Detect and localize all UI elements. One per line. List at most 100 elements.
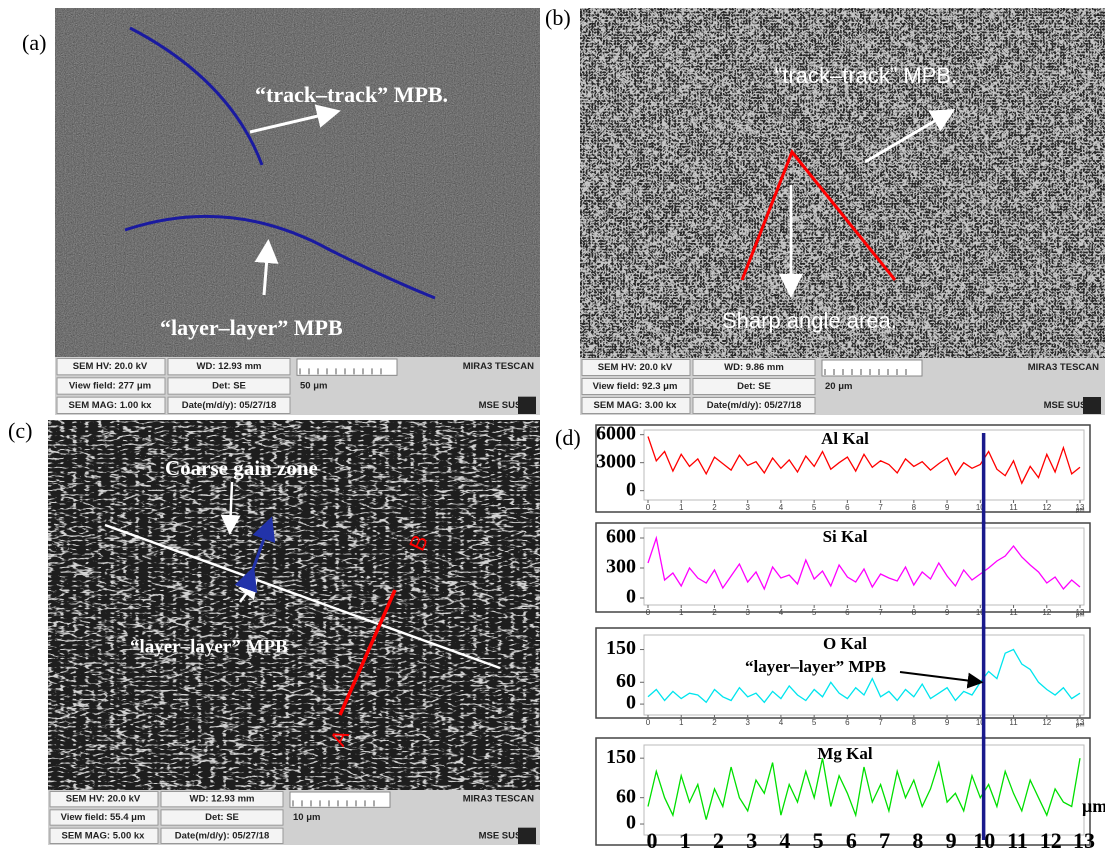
info-text: SEM HV: 20.0 kV xyxy=(66,794,141,805)
x-tick-label: 8 xyxy=(912,718,917,727)
panel-label: (d) xyxy=(555,425,581,450)
info-text: View field: 92.3 μm xyxy=(593,381,678,392)
info-text: MIRA3 TESCAN xyxy=(1028,362,1099,373)
panel-label: (a) xyxy=(22,30,46,55)
x-axis-label: μm xyxy=(1076,723,1084,729)
annotation: “layer–layer” MPB xyxy=(130,636,288,657)
x-tick-label: 7 xyxy=(879,828,890,852)
x-tick-label: 11 xyxy=(1007,828,1028,852)
x-axis-label: μm xyxy=(1076,508,1084,514)
y-tick-label: 0 xyxy=(626,586,636,608)
chart-title: Si Kal xyxy=(823,527,868,546)
chart-title: O Kal xyxy=(823,634,867,653)
x-tick-label: 2 xyxy=(712,608,717,617)
annotation: Coarse gain zone xyxy=(165,456,318,480)
y-tick-label: 0 xyxy=(626,692,636,714)
annotation: Sharp angle area. xyxy=(722,308,897,333)
info-cell xyxy=(297,359,397,375)
x-tick-label: 5 xyxy=(812,718,817,727)
info-text: Det: SE xyxy=(205,812,239,823)
annotation: “track–track” MPB. xyxy=(775,63,957,88)
x-tick-label: 0 xyxy=(646,718,651,727)
x-tick-label: 12 xyxy=(1042,718,1051,727)
x-tick-label: 7 xyxy=(878,718,883,727)
x-axis-label: μm xyxy=(1082,796,1105,816)
x-tick-label: 6 xyxy=(846,828,857,852)
x-tick-label: 1 xyxy=(679,718,684,727)
x-tick-label: 12 xyxy=(1042,503,1051,512)
info-text: 20 μm xyxy=(825,381,852,392)
x-tick-label: 1 xyxy=(679,608,684,617)
info-text: Date(m/d/y): 05/27/18 xyxy=(182,400,277,411)
info-text: WD: 12.93 mm xyxy=(190,794,255,805)
x-tick-label: 11 xyxy=(1009,503,1018,512)
x-tick-label: 7 xyxy=(878,608,883,617)
panel-label: (c) xyxy=(8,418,32,443)
y-tick-label: 6000 xyxy=(596,422,636,444)
info-text: SEM MAG: 1.00 kx xyxy=(69,400,153,411)
y-tick-label: 60 xyxy=(616,670,636,692)
y-tick-label: 3000 xyxy=(596,450,636,472)
info-text: Date(m/d/y): 05/27/18 xyxy=(707,400,802,411)
logo xyxy=(1083,397,1101,414)
x-tick-label: 13 xyxy=(1073,828,1095,852)
annotation: “track–track” MPB. xyxy=(255,82,448,107)
x-axis-label: μm xyxy=(1076,613,1084,619)
annotation: “layer–layer” MPB xyxy=(160,315,343,340)
x-tick-label: 2 xyxy=(713,828,724,852)
x-tick-label: 5 xyxy=(812,503,817,512)
x-tick-label: 5 xyxy=(812,608,817,617)
sem-texture xyxy=(580,8,1105,358)
x-tick-label: 1 xyxy=(680,828,691,852)
x-tick-label: 2 xyxy=(712,718,717,727)
x-tick-label: 4 xyxy=(779,503,784,512)
info-text: WD: 9.86 mm xyxy=(724,362,784,373)
y-tick-label: 0 xyxy=(626,478,636,500)
y-tick-label: 150 xyxy=(606,637,636,659)
info-text: SEM MAG: 3.00 kx xyxy=(594,400,678,411)
x-tick-label: 4 xyxy=(779,828,790,852)
x-tick-label: 6 xyxy=(845,718,850,727)
x-tick-label: 8 xyxy=(912,503,917,512)
x-tick-label: 9 xyxy=(945,608,950,617)
info-text: SEM MAG: 5.00 kx xyxy=(62,830,146,841)
info-text: SEM HV: 20.0 kV xyxy=(73,361,148,372)
x-tick-label: 3 xyxy=(745,718,750,727)
x-tick-label: 9 xyxy=(945,503,950,512)
x-tick-label: 11 xyxy=(1009,608,1018,617)
info-cell xyxy=(822,360,922,376)
info-text: View field: 277 μm xyxy=(69,381,151,392)
panel-label: (b) xyxy=(545,5,571,30)
x-tick-label: 4 xyxy=(779,608,784,617)
x-tick-label: 3 xyxy=(745,503,750,512)
x-tick-label: 8 xyxy=(912,828,923,852)
sem-texture xyxy=(55,8,540,357)
x-tick-label: 9 xyxy=(946,828,957,852)
info-text: Det: SE xyxy=(212,381,246,392)
x-tick-label: 8 xyxy=(912,608,917,617)
x-tick-label: 11 xyxy=(1009,718,1018,727)
x-tick-label: 12 xyxy=(1042,608,1051,617)
y-tick-label: 150 xyxy=(606,746,636,768)
info-text: WD: 12.93 mm xyxy=(197,361,262,372)
x-tick-label: 0 xyxy=(646,608,651,617)
figure: 030006000012345678910111213μmAl Kal03006… xyxy=(0,0,1105,852)
info-text: SEM HV: 20.0 kV xyxy=(598,362,673,373)
y-tick-label: 60 xyxy=(616,785,636,807)
x-tick-label: 5 xyxy=(813,828,824,852)
annotation: “layer–layer” MPB xyxy=(745,657,886,676)
x-tick-label: 7 xyxy=(878,503,883,512)
x-tick-label: 0 xyxy=(647,828,658,852)
info-text: Det: SE xyxy=(737,381,771,392)
x-tick-label: 6 xyxy=(845,503,850,512)
info-text: MIRA3 TESCAN xyxy=(463,794,534,805)
info-text: 50 μm xyxy=(300,381,327,392)
y-tick-label: 300 xyxy=(606,556,636,578)
chart-title: Mg Kal xyxy=(817,744,873,763)
x-tick-label: 1 xyxy=(679,503,684,512)
y-tick-label: 0 xyxy=(626,812,636,834)
x-tick-label: 3 xyxy=(746,828,757,852)
info-cell xyxy=(290,792,390,807)
x-tick-label: 2 xyxy=(712,503,717,512)
logo xyxy=(518,397,536,414)
